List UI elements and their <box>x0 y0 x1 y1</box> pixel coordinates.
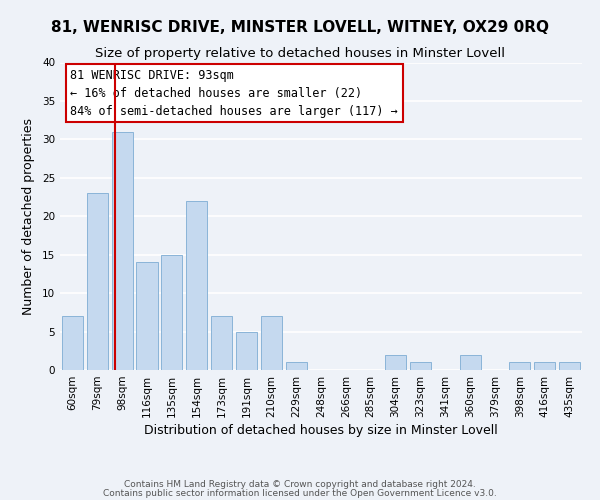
Bar <box>211 316 232 370</box>
Bar <box>410 362 431 370</box>
Bar <box>385 354 406 370</box>
Bar <box>534 362 555 370</box>
Text: 81, WENRISC DRIVE, MINSTER LOVELL, WITNEY, OX29 0RQ: 81, WENRISC DRIVE, MINSTER LOVELL, WITNE… <box>51 20 549 35</box>
Bar <box>112 132 133 370</box>
Text: Contains HM Land Registry data © Crown copyright and database right 2024.: Contains HM Land Registry data © Crown c… <box>124 480 476 489</box>
Bar <box>559 362 580 370</box>
Y-axis label: Number of detached properties: Number of detached properties <box>22 118 35 315</box>
Bar <box>186 201 207 370</box>
Bar <box>136 262 158 370</box>
Bar <box>62 316 83 370</box>
Bar <box>261 316 282 370</box>
Text: Contains public sector information licensed under the Open Government Licence v3: Contains public sector information licen… <box>103 488 497 498</box>
Bar <box>236 332 257 370</box>
Bar <box>161 254 182 370</box>
Bar <box>87 193 108 370</box>
X-axis label: Distribution of detached houses by size in Minster Lovell: Distribution of detached houses by size … <box>144 424 498 437</box>
Bar <box>286 362 307 370</box>
Text: 81 WENRISC DRIVE: 93sqm
← 16% of detached houses are smaller (22)
84% of semi-de: 81 WENRISC DRIVE: 93sqm ← 16% of detache… <box>70 68 398 117</box>
Text: Size of property relative to detached houses in Minster Lovell: Size of property relative to detached ho… <box>95 48 505 60</box>
Bar <box>460 354 481 370</box>
Bar <box>509 362 530 370</box>
